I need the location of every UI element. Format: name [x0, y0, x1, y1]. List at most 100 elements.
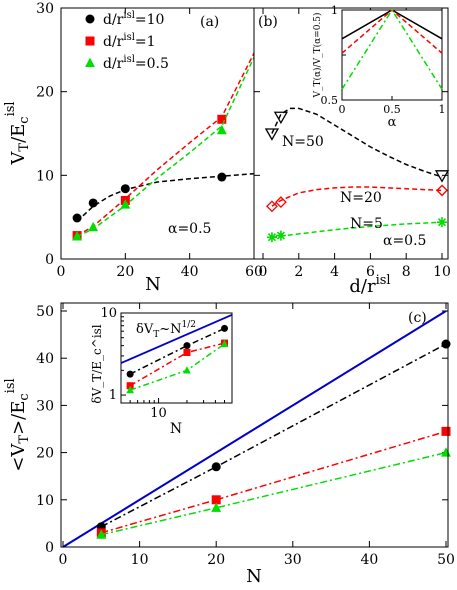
panel-a-legend-label: d/risl=0.5	[103, 54, 169, 72]
panel-a-fit-curve-0	[76, 172, 255, 222]
panel-c-point	[211, 462, 221, 472]
panel-c-plot-area: 0 10 20 30 40 50 0 10 20 30 40 50	[36, 303, 455, 568]
panel-b-point	[274, 196, 287, 209]
panel-b-alpha-label: α=0.5	[383, 233, 426, 249]
panel-c-inset-frame	[120, 312, 233, 404]
panel-b-point	[437, 217, 447, 228]
panel-c-inset-y-tick-label: 1	[109, 388, 117, 403]
panel-b-curve-label-n50: N=50	[282, 134, 324, 150]
panel-c-series-line-1	[101, 430, 447, 534]
panel-c-inset-point	[126, 382, 134, 390]
panel-a-legend-label: d/risl=1	[103, 32, 156, 50]
panel-b-point	[436, 184, 448, 197]
panel-c-y-tick-label: 40	[36, 351, 54, 367]
panel-c-inset-point	[183, 342, 191, 350]
panel-c-inset-point	[183, 349, 191, 357]
panel-a-point	[217, 172, 227, 182]
panel-a-label: (a)	[200, 14, 219, 30]
panel-c-inset-point	[183, 366, 191, 374]
panel-b-inset-x-tick-label: 1	[439, 103, 446, 116]
panel-c-inset-annotation: δVT~N1/2	[136, 320, 196, 340]
panel-b-x-tick-label: 10	[433, 264, 451, 280]
panel-c-reference-line	[62, 310, 447, 548]
panel-b-point	[273, 111, 289, 125]
panel-a-legend-marker	[85, 36, 95, 46]
panel-b-x-axis-label: d/risl	[349, 273, 390, 297]
panel-c-x-tick-label: 0	[59, 552, 68, 568]
panel-a-x-tick-label: 0	[57, 264, 66, 280]
panel-c-series-line-0	[100, 343, 447, 528]
panel-c-point	[96, 529, 107, 539]
panel-a-y-tick-label: 10	[36, 168, 54, 184]
panel-a-legend-label: d/risl=10	[103, 10, 164, 28]
panel-c-x-tick-label: 10	[131, 552, 149, 568]
panel-c-point	[441, 426, 451, 436]
panel-a-point	[88, 198, 98, 208]
panel-c-x-tick-label: 30	[284, 552, 302, 568]
panel-c-inset-point	[126, 370, 134, 378]
panel-b: 0 2 4 6 8 10 (b) α=0.5 N=50 N=20 N=5 d/risl 0…	[253, 4, 451, 297]
panel-c-y-tick-label: 20	[36, 446, 54, 462]
panel-c-inset-y-tick-label: 10	[100, 306, 117, 321]
panel-c-point	[441, 447, 451, 457]
panel-a-fit-curve-2	[76, 57, 255, 238]
panel-a-y-tick-label: 20	[36, 85, 54, 101]
panel-a-point	[217, 114, 227, 124]
panel-a-x-tick-label: 60	[245, 264, 263, 280]
panel-a-legend-marker	[85, 57, 95, 68]
panel-c-inset-point	[126, 385, 134, 394]
panel-b-plot-area: 0 2 4 6 8 10	[254, 7, 451, 280]
panel-b-x-tick-label: 0	[259, 264, 268, 280]
panel-b-fit-curve-2	[271, 221, 443, 238]
panel-c-y-tick-label: 10	[36, 493, 54, 509]
panel-a-point	[216, 124, 227, 135]
panel-b-inset-y-axis-label: V_T(α)/V_T(α=0.5)	[312, 12, 323, 98]
panel-b-x-tick-label: 6	[366, 264, 375, 280]
panel-a-point	[120, 184, 130, 194]
panel-c-label: (c)	[408, 310, 427, 326]
panel-a-x-axis-label: N	[145, 274, 161, 295]
panel-a-alpha-label: α=0.5	[168, 221, 211, 237]
panel-a-point	[72, 213, 82, 223]
panel-c-y-tick-label: 50	[36, 304, 54, 320]
panel-c-inset: 10 1 10 δVT~N1/2 NδV_T/E_c^isl	[90, 306, 233, 437]
panel-b-point	[275, 230, 286, 241]
panel-c-series-line-2	[101, 451, 447, 536]
panel-b-curve-label-n5: N=5	[350, 216, 383, 232]
panel-b-inset-curve-2	[341, 8, 443, 90]
panel-c-inset-point	[221, 324, 229, 332]
panel-c-inset-reference-line	[120, 313, 233, 364]
panel-b-frame	[253, 7, 449, 260]
panel-b-fit-curve-1	[271, 186, 443, 207]
panel-b-inset-frame	[341, 9, 443, 101]
panel-a-x-tick-label: 40	[181, 264, 199, 280]
panel-a-x-tick-label: 20	[116, 264, 134, 280]
panel-b-label: (b)	[258, 14, 278, 30]
panel-c-inset-y-axis-label: δV_T/E_c^isl	[90, 324, 104, 403]
panel-c-x-tick-label: 40	[360, 552, 378, 568]
panel-a-point	[88, 221, 99, 232]
panel-c-inset-x-tick-label: 10	[150, 406, 167, 421]
panel-a-point	[120, 199, 131, 209]
panel-a-y-axis-label: VT/Ecisl	[3, 101, 32, 165]
panel-b-inset-y-tick-label: 0.5	[321, 94, 339, 107]
panel-b-point	[266, 232, 277, 243]
panel-c-frame	[60, 302, 449, 548]
panel-c-x-axis-label: N	[246, 566, 262, 587]
panel-b-x-tick-label: 4	[330, 264, 339, 280]
panel-c-y-tick-label: 0	[45, 540, 54, 556]
panel-c-point	[211, 502, 222, 512]
panel-b-point	[434, 170, 450, 183]
panel-b-curve-label-n20: N=20	[340, 190, 382, 206]
panel-c-x-tick-label: 20	[207, 552, 225, 568]
panel-b-point	[266, 200, 278, 213]
panel-c-inset-point	[220, 339, 229, 348]
panel-b-inset-x-axis-label: α	[388, 115, 397, 130]
panel-c-x-tick-label: 50	[437, 552, 455, 568]
panel-b-x-tick-label: 2	[294, 264, 303, 280]
panel-c-y-tick-label: 30	[36, 398, 54, 414]
panel-b-inset-y-tick-label: 1	[331, 4, 338, 17]
panel-c-y-axis-label: <VT>/Ecisl	[3, 378, 32, 471]
